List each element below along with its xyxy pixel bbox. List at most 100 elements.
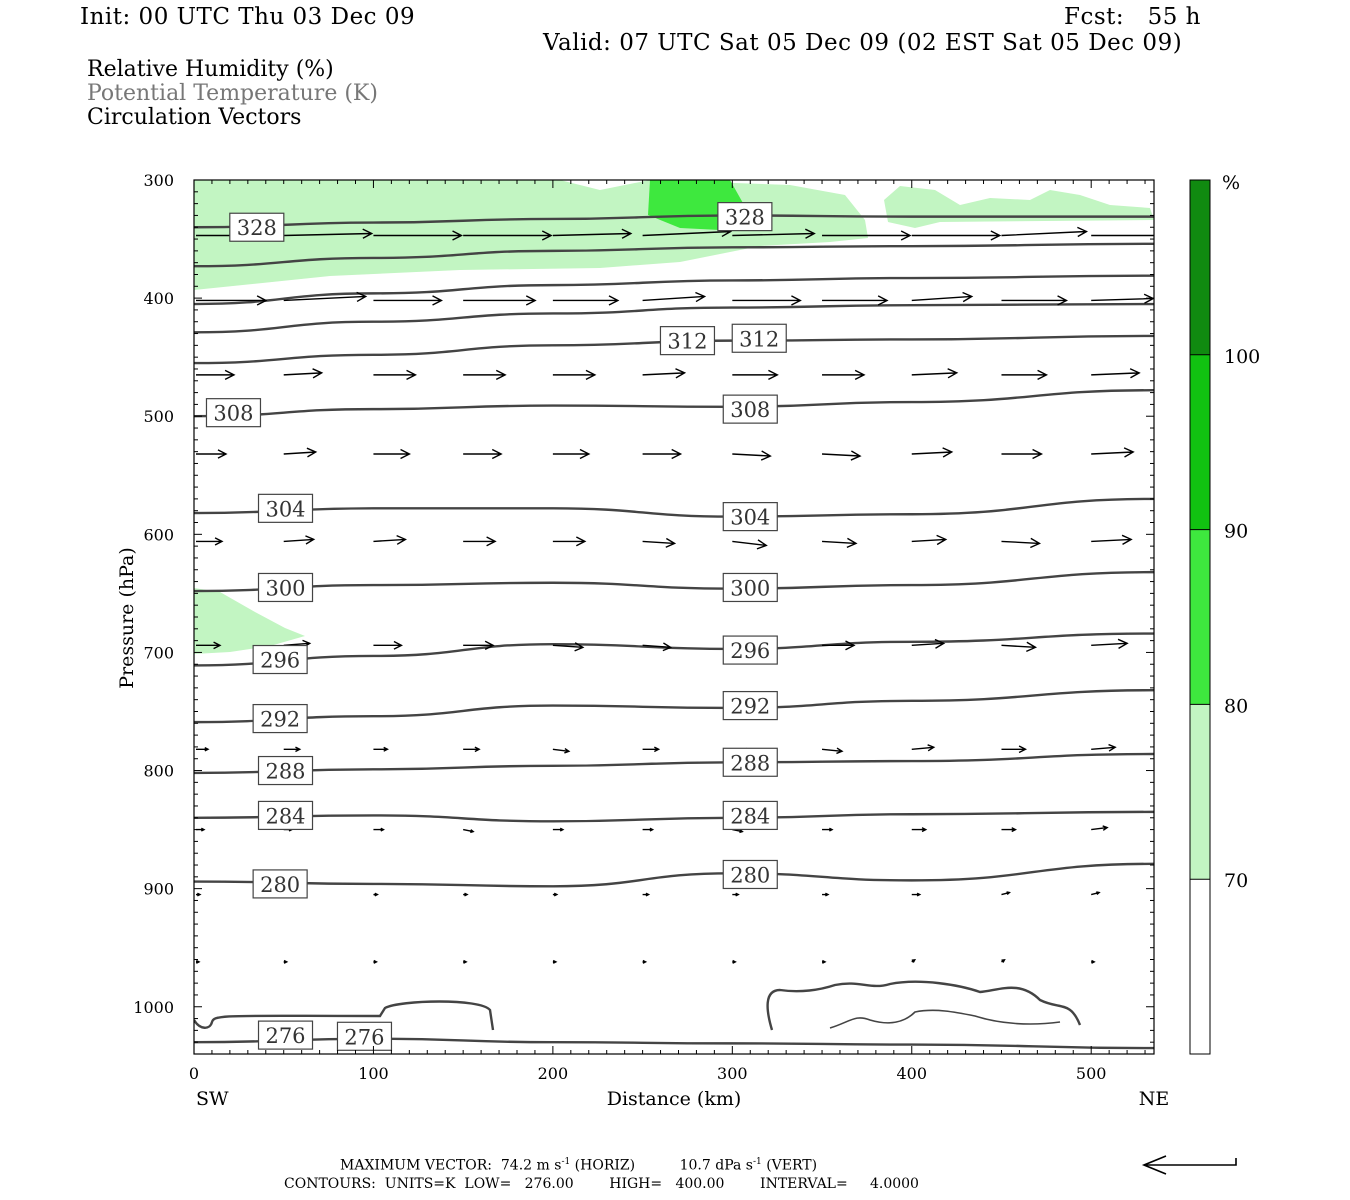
vector-arrow <box>911 230 1002 241</box>
colorbar-level-label: 90 <box>1224 521 1248 543</box>
contour-label-276: 276 <box>336 1021 393 1051</box>
vector-arrow <box>552 892 559 897</box>
y-tick-label: 600 <box>143 525 174 544</box>
rh-area-upper-right <box>884 186 1154 228</box>
y-tick-label: 1000 <box>133 998 174 1017</box>
contour-label-328: 328 <box>229 212 285 242</box>
x-left-label: SW <box>196 1088 229 1110</box>
vector-arrow <box>1091 234 1154 237</box>
vector-arrow <box>911 959 917 963</box>
colorbar-segment <box>1190 704 1210 880</box>
circulation-vectors <box>196 226 1154 964</box>
vector-arrow <box>1001 891 1011 896</box>
svg-text:292: 292 <box>730 695 770 719</box>
y-axis-label: Pressure (hPa) <box>116 547 138 689</box>
vector-arrow <box>552 295 620 306</box>
vector-arrow <box>552 448 591 460</box>
vector-arrow <box>1091 293 1154 304</box>
y-tick-label: 900 <box>143 880 174 899</box>
isentrope-lines <box>194 214 1154 1050</box>
colorbar: 70 80 90 100 <box>1189 179 1260 1055</box>
svg-text:304: 304 <box>730 506 770 530</box>
vector-arrow <box>822 369 866 381</box>
vector-arrow <box>373 640 403 650</box>
vector-arrow <box>732 228 816 239</box>
max-vector-vert-unit: (VERT) <box>766 1157 818 1174</box>
svg-text:300: 300 <box>265 576 305 600</box>
vector-arrow <box>822 892 830 897</box>
vector-arrow <box>196 449 228 459</box>
vector-arrow <box>283 746 302 753</box>
legend-rh: Relative Humidity (%) <box>87 57 334 82</box>
svg-text:328: 328 <box>237 216 277 240</box>
svg-text:276: 276 <box>344 1025 384 1049</box>
max-vector-horiz: 74.2 m s <box>500 1157 562 1174</box>
vector-arrow <box>911 534 948 546</box>
vector-arrow <box>552 827 565 832</box>
axis-tick-labels: 0 100 200 300 400 500 300 400 500 600 700 800 900 100… <box>133 171 1106 1083</box>
x-axis-label: Distance (km) <box>607 1088 742 1110</box>
vector-arrow <box>732 369 779 381</box>
svg-text:300: 300 <box>730 576 770 600</box>
vector-arrow <box>552 959 558 964</box>
y-tick-label: 800 <box>143 762 174 781</box>
vector-arrow <box>642 746 661 753</box>
vector-arrow <box>1001 226 1089 238</box>
vector-arrow <box>822 295 889 306</box>
y-tick-label: 300 <box>143 171 174 190</box>
vector-arrow <box>1091 368 1141 379</box>
vector-arrow <box>911 368 959 379</box>
vector-arrow <box>642 827 655 832</box>
isentrope-308 <box>194 389 1154 418</box>
isentrope-316 <box>194 302 1154 334</box>
contour-label-284: 284 <box>257 800 314 831</box>
surface-contours <box>194 980 1082 1031</box>
vector-arrow <box>642 537 677 548</box>
vector-arrow <box>196 747 210 752</box>
contour-label-292: 292 <box>252 703 308 734</box>
vector-arrow <box>463 536 497 547</box>
isentrope-320 <box>194 274 1154 306</box>
legend-theta: Potential Temperature (K) <box>87 81 378 106</box>
vector-arrow <box>732 959 737 964</box>
rh-area-mid-left <box>194 588 305 654</box>
vector-arrow <box>463 448 503 460</box>
surface-contour-bumps <box>829 1009 1061 1029</box>
vector-arrow <box>732 295 802 306</box>
vector-arrow <box>373 534 407 545</box>
x-tick-label: 100 <box>358 1064 389 1083</box>
svg-text:328: 328 <box>725 206 765 230</box>
svg-text:288: 288 <box>265 760 305 784</box>
vector-arrow <box>196 892 202 897</box>
vector-arrow <box>1091 638 1129 649</box>
vector-arrow <box>463 892 469 897</box>
vector-arrow <box>552 369 597 381</box>
vector-arrow <box>1001 745 1028 754</box>
contour-label-280: 280 <box>252 869 308 899</box>
vector-arrow <box>822 640 856 651</box>
colorbar-segment <box>1190 879 1210 1054</box>
contour-label-300: 300 <box>257 572 314 603</box>
x-tick-label: 400 <box>896 1064 927 1083</box>
vector-arrow <box>911 447 954 458</box>
isentrope-280 <box>194 862 1154 888</box>
vector-arrow <box>1001 295 1069 306</box>
isentrope-312 <box>194 334 1154 365</box>
rh-shading <box>194 180 1154 654</box>
vector-arrow <box>1001 641 1038 652</box>
vector-arrow <box>373 369 417 381</box>
vector-arrow <box>822 230 912 241</box>
vector-arrow <box>283 228 374 239</box>
contour-label-328: 328 <box>717 202 773 232</box>
vector-arrow <box>642 959 648 964</box>
vector-arrow <box>463 746 481 753</box>
contour-label-308: 308 <box>205 398 262 428</box>
vector-arrow <box>732 450 772 461</box>
contour-label-300: 300 <box>722 572 778 603</box>
contour-label-288: 288 <box>257 755 314 786</box>
svg-text:296: 296 <box>260 649 300 673</box>
vector-arrow <box>373 230 463 241</box>
x-tick-label: 200 <box>538 1064 569 1083</box>
vector-arrow <box>1001 448 1044 460</box>
vector-arrow <box>552 642 585 652</box>
